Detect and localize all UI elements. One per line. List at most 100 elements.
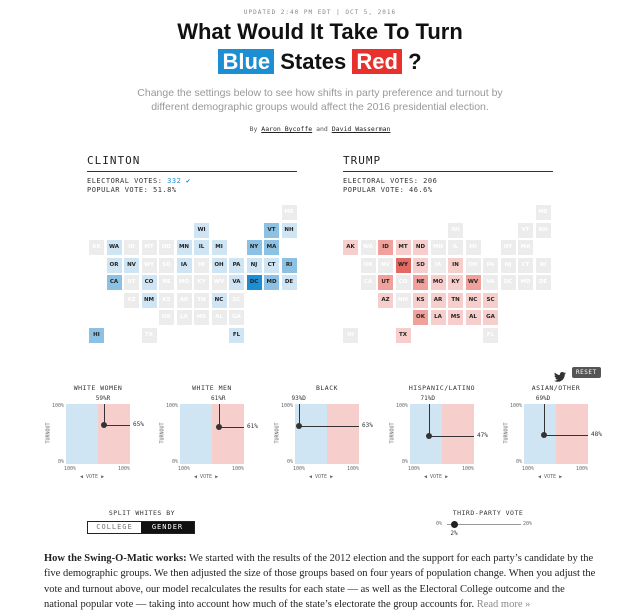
drag-handle[interactable] xyxy=(296,423,303,430)
clinton-state-tile-oh: OH xyxy=(211,257,227,273)
trump-state-tile-de: DE xyxy=(535,275,551,290)
clinton-pv-value: 51.8% xyxy=(153,186,177,194)
trump-state-tile-nd: ND xyxy=(413,240,428,255)
clinton-state-tile-mt: MT xyxy=(141,240,157,255)
third-party-slider-track[interactable] xyxy=(447,524,521,525)
trump-state-tile-la: LA xyxy=(430,310,446,325)
vote-guide-line xyxy=(428,404,430,436)
trump-state-tile-nh: NH xyxy=(535,222,551,238)
x-axis-right-2: 100% xyxy=(347,466,360,472)
group-title-3: HISPANIC/LATINO xyxy=(408,384,476,392)
updated-timestamp: UPDATED 2:40 PM EDT | OCT 5, 2016 xyxy=(243,9,397,16)
byline-by: By xyxy=(249,125,258,133)
clinton-state-tile-nd: ND xyxy=(159,240,174,255)
clinton-state-tile-pa: PA xyxy=(229,257,244,273)
y-axis-bottom-1: 0% xyxy=(172,459,179,465)
trump-state-tile-mt: MT xyxy=(395,240,411,255)
trump-state-tile-md: MD xyxy=(518,275,533,290)
split-option-gender[interactable]: GENDER xyxy=(141,522,194,533)
clinton-popular-vote: POPULAR VOTE: 51.8% xyxy=(87,186,297,195)
trump-state-tile-mi: MI xyxy=(465,240,481,255)
trump-state-tile-wy: WY xyxy=(395,257,411,273)
clinton-state-tile-in: IN xyxy=(194,257,209,273)
drag-handle[interactable] xyxy=(216,424,223,431)
clinton-state-tile-ny: NY xyxy=(246,240,262,255)
clinton-state-tile-ca: CA xyxy=(106,275,122,290)
clinton-state-tile-ky: KY xyxy=(194,275,209,290)
trump-state-tile-or: OR xyxy=(360,257,376,273)
y-axis-bottom-2: 0% xyxy=(287,459,294,465)
x-axis-left-1: 100% xyxy=(178,466,191,472)
x-axis-left-0: 100% xyxy=(64,466,77,472)
clinton-state-tile-mo: MO xyxy=(176,275,192,290)
author-link-1[interactable]: Aaron Bycoffe xyxy=(261,125,313,133)
x-axis-right-3: 100% xyxy=(462,466,475,472)
clinton-rule xyxy=(87,171,297,172)
trump-pv-label: POPULAR VOTE: xyxy=(343,186,405,194)
drag-handle[interactable] xyxy=(100,422,107,428)
clinton-state-tile-ak: AK xyxy=(89,240,104,255)
byline: By Aaron Bycoffe and David Wasserman xyxy=(0,125,640,133)
clinton-state-tile-ma: MA xyxy=(264,240,279,255)
vote-share-label-0: 59%R xyxy=(95,395,111,402)
x-axis-left-4: 100% xyxy=(522,466,535,472)
vote-guide-line xyxy=(103,404,105,425)
read-more-link[interactable]: Read more » xyxy=(476,598,531,610)
trump-panel: TRUMP ELECTORAL VOTES: 206 POPULAR VOTE:… xyxy=(343,154,553,195)
trump-state-tile-nv: NV xyxy=(378,257,393,273)
dem-half xyxy=(66,404,98,464)
trump-state-tile-pa: PA xyxy=(483,257,498,273)
clinton-state-tile-nm: NM xyxy=(141,292,157,308)
swing-chart-2[interactable] xyxy=(295,404,359,464)
x-axis-right-1: 100% xyxy=(232,466,245,472)
clinton-state-tile-wa: WA xyxy=(106,240,122,255)
trump-state-tile-az: AZ xyxy=(378,292,393,308)
clinton-state-tile-al: AL xyxy=(211,310,227,325)
drag-handle[interactable] xyxy=(425,432,432,439)
clinton-state-tile-dc: DC xyxy=(246,275,262,290)
trump-state-tile-wi: WI xyxy=(448,222,463,238)
clinton-state-tile-ut: UT xyxy=(124,275,139,290)
clinton-state-tile-ar: AR xyxy=(176,292,192,308)
group-title-2: BLACK xyxy=(315,384,339,392)
trump-state-tile-va: VA xyxy=(483,275,498,290)
trump-pv-value: 46.6% xyxy=(409,186,433,194)
vote-guide-line xyxy=(219,404,221,428)
drag-handle[interactable] xyxy=(540,432,547,439)
clinton-pv-label: POPULAR VOTE: xyxy=(87,186,149,194)
trump-state-tile-ia: IA xyxy=(430,257,446,273)
group-title-4: ASIAN/OTHER xyxy=(531,384,581,392)
clinton-state-tile-nc: NC xyxy=(211,292,227,308)
twitter-icon[interactable] xyxy=(554,367,566,382)
clinton-state-tile-nj: NJ xyxy=(246,257,262,273)
reset-button[interactable]: RESET xyxy=(572,367,601,378)
title-red: Red xyxy=(352,49,402,74)
x-axis-right-4: 100% xyxy=(576,466,589,472)
clinton-state-tile-sd: SD xyxy=(159,257,174,273)
turnout-label-4: 48% xyxy=(591,431,602,439)
vote-share-label-4: 69%D xyxy=(535,395,551,402)
trump-state-tile-ne: NE xyxy=(413,275,428,290)
rep-half xyxy=(212,404,244,464)
subtitle: Change the settings below to see how shi… xyxy=(137,87,503,113)
clinton-electoral-votes: ELECTORAL VOTES: 332 ✔ xyxy=(87,177,297,186)
third-party-slider-handle[interactable] xyxy=(451,521,459,528)
trump-state-tile-ma: MA xyxy=(518,240,533,255)
swing-chart-0[interactable] xyxy=(66,404,130,464)
clinton-state-tile-hi: HI xyxy=(89,327,104,343)
author-link-2[interactable]: David Wasserman xyxy=(331,125,391,133)
swing-chart-3[interactable] xyxy=(410,404,474,464)
split-option-college[interactable]: COLLEGE xyxy=(88,522,141,533)
turnout-axis-label-4: TURNOUT xyxy=(503,422,510,444)
y-axis-top-0: 100% xyxy=(52,403,65,409)
clinton-state-tile-fl: FL xyxy=(229,327,244,343)
swing-chart-1[interactable] xyxy=(180,404,244,464)
clinton-state-tile-mi: MI xyxy=(211,240,227,255)
trump-state-tile-ks: KS xyxy=(413,292,428,308)
clinton-state-tile-de: DE xyxy=(281,275,297,290)
trump-state-tile-nc: NC xyxy=(465,292,481,308)
trump-state-tile-ak: AK xyxy=(343,240,358,255)
trump-state-tile-ky: KY xyxy=(448,275,463,290)
swing-chart-4[interactable] xyxy=(524,404,588,464)
trump-state-tile-nm: NM xyxy=(395,292,411,308)
